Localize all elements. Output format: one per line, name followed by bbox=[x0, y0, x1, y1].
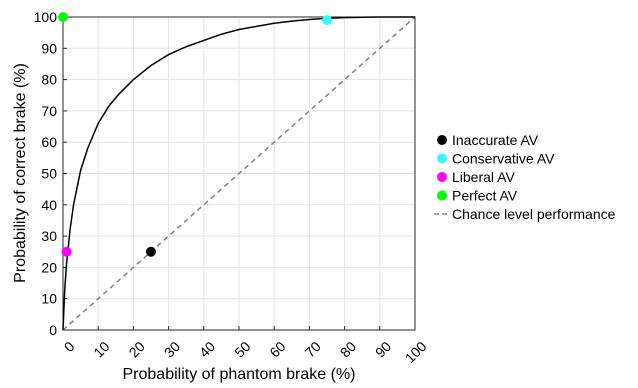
chance-level-line bbox=[62, 16, 416, 331]
legend-marker-inaccurate-av bbox=[437, 135, 447, 145]
x-axis-title: Probability of phantom brake (%) bbox=[123, 366, 356, 383]
y-tick-label: 50 bbox=[41, 166, 57, 182]
legend: Inaccurate AV Conservative AV Liberal AV Pe… bbox=[431, 130, 638, 232]
legend-marker-conservative-av bbox=[437, 153, 447, 164]
point-perfect-av bbox=[58, 12, 68, 22]
x-tick-label: 60 bbox=[266, 338, 288, 360]
y-tick-label: 70 bbox=[41, 103, 57, 119]
reference-line-layer bbox=[62, 16, 416, 331]
x-tick-label: 20 bbox=[126, 338, 148, 360]
y-tick-label: 10 bbox=[41, 291, 57, 307]
x-tick-label: 80 bbox=[337, 338, 359, 360]
x-tick-label: 30 bbox=[161, 338, 183, 360]
point-liberal-av bbox=[61, 246, 72, 257]
legend-label-perfect-av: Perfect AV bbox=[452, 188, 518, 204]
legend-marker-liberal-av bbox=[437, 172, 447, 182]
y-tick-label: 100 bbox=[34, 9, 58, 25]
data-points bbox=[58, 12, 332, 257]
y-tick-label: 40 bbox=[41, 197, 57, 213]
x-tick-label: 70 bbox=[302, 338, 324, 360]
roc-curve-layer bbox=[62, 16, 415, 331]
legend-box bbox=[431, 130, 638, 232]
legend-label-liberal-av: Liberal AV bbox=[452, 169, 515, 185]
legend-label-conservative-av: Conservative AV bbox=[452, 151, 555, 167]
x-tick-label: 10 bbox=[90, 338, 112, 360]
legend-label-chance-level: Chance level performance bbox=[452, 206, 616, 222]
x-tick-label: 100 bbox=[402, 338, 430, 366]
point-conservative-av bbox=[322, 15, 332, 26]
x-tick-label: 50 bbox=[231, 338, 253, 360]
y-tick-label: 30 bbox=[41, 228, 57, 244]
y-tick-label: 0 bbox=[49, 322, 57, 338]
y-tick-label: 60 bbox=[41, 134, 57, 150]
legend-label-inaccurate-av: Inaccurate AV bbox=[452, 132, 539, 148]
y-tick-label: 90 bbox=[41, 40, 57, 56]
x-tick-label: 40 bbox=[196, 338, 218, 360]
y-axis-title: Probability of correct brake (%) bbox=[12, 63, 29, 283]
roc-curve bbox=[62, 16, 415, 331]
x-tick-label: 0 bbox=[61, 338, 78, 355]
y-tick-label: 20 bbox=[41, 259, 57, 275]
y-tick-label: 80 bbox=[41, 72, 57, 88]
point-inaccurate-av bbox=[146, 246, 156, 257]
x-tick-label: 90 bbox=[372, 338, 394, 360]
legend-marker-perfect-av bbox=[437, 190, 447, 201]
